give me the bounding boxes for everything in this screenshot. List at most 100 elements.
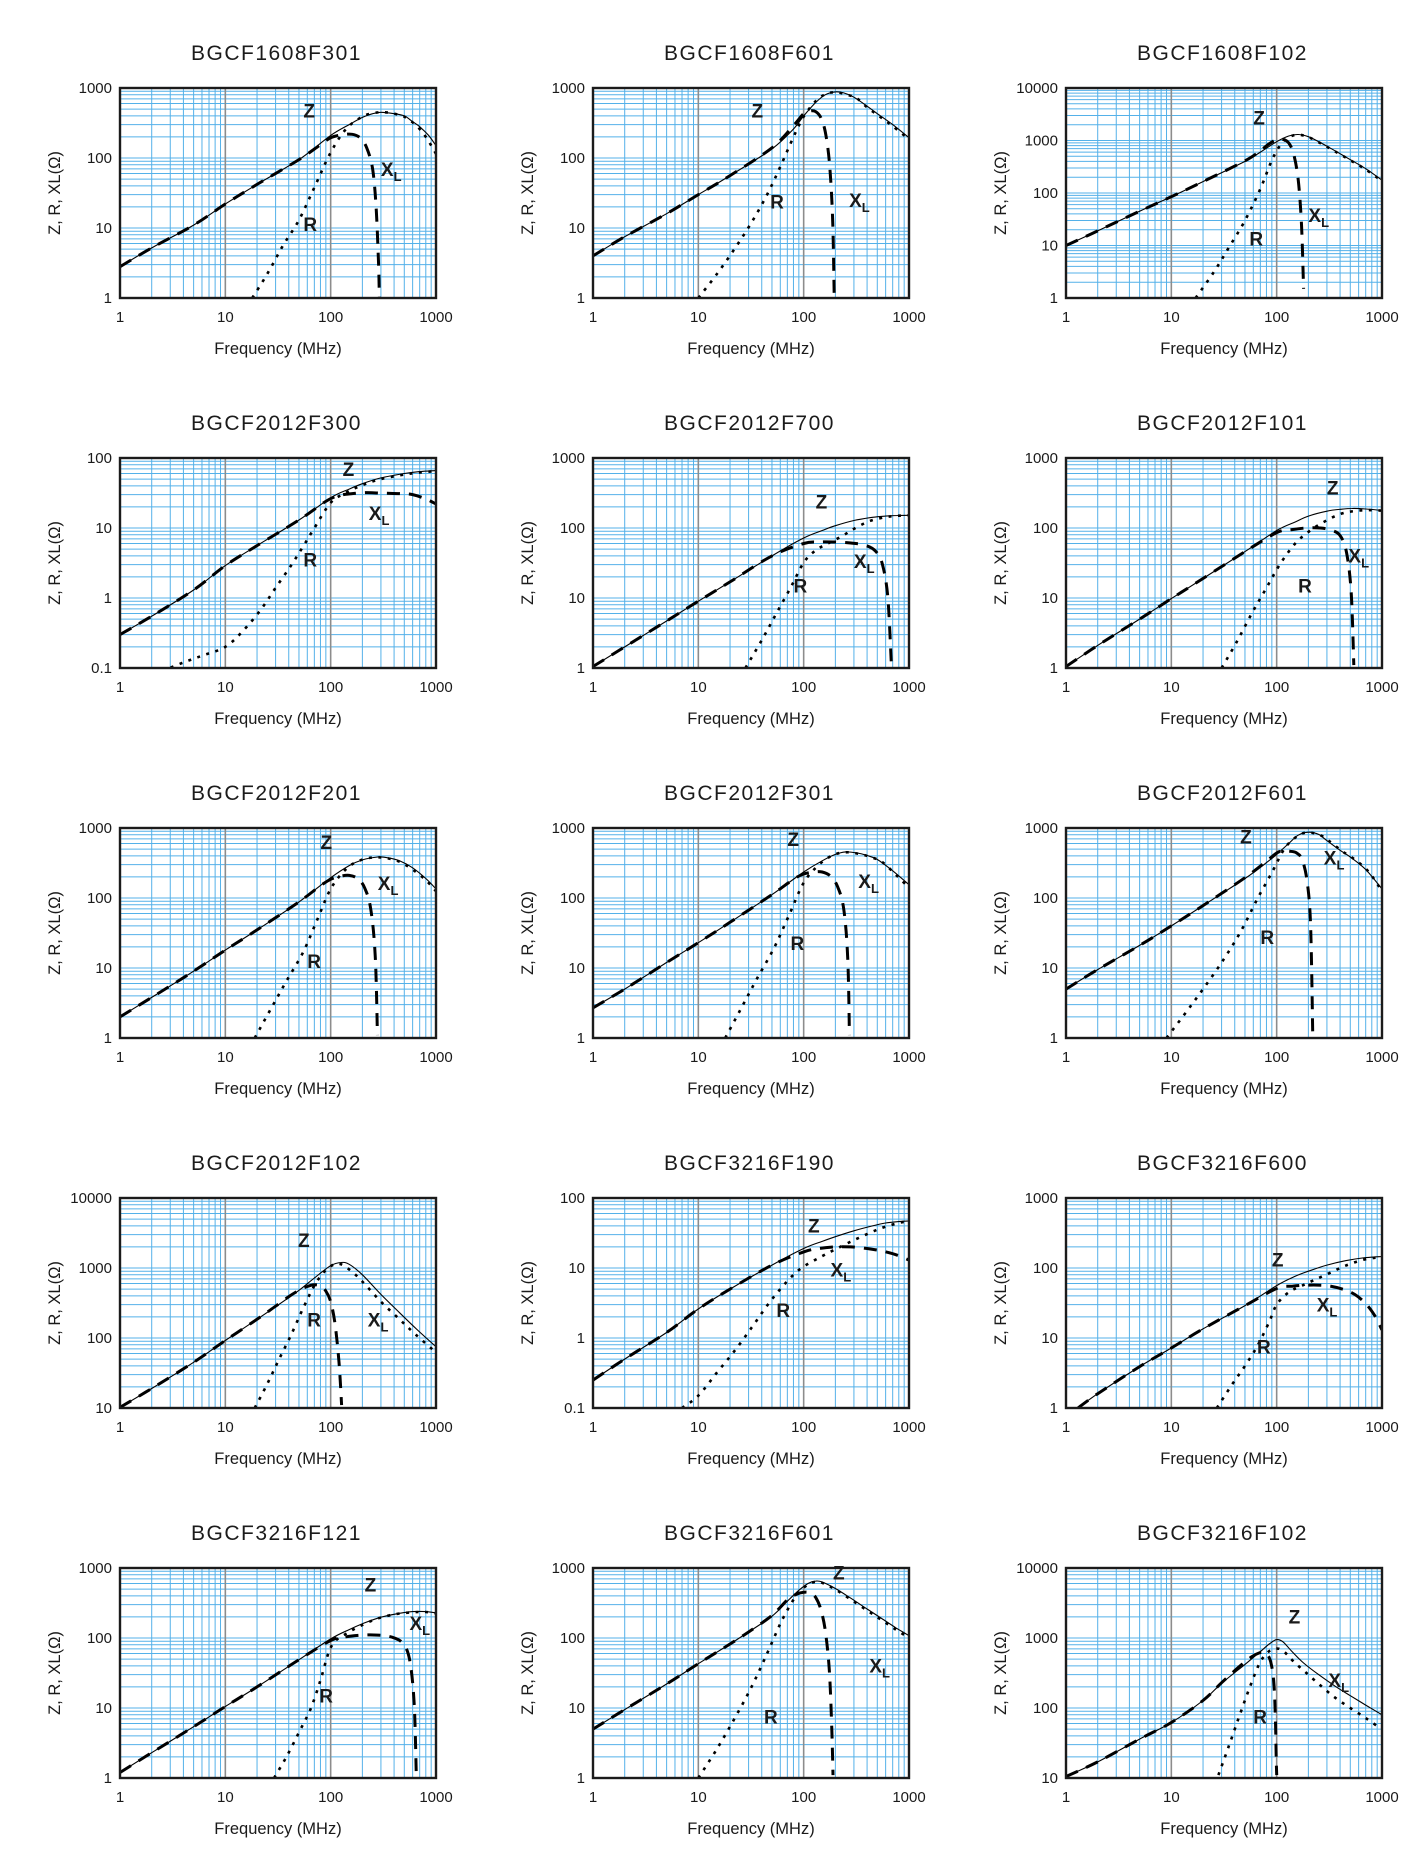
grid-lines bbox=[593, 828, 909, 1038]
x-tick-label: 100 bbox=[1264, 679, 1289, 696]
curve-labels: Z R XL bbox=[303, 101, 401, 236]
x-axis-label: Frequency (MHz) bbox=[687, 710, 814, 728]
y-tick-label: 1 bbox=[577, 1330, 585, 1347]
curve-XL bbox=[120, 132, 381, 298]
curve-label-XL: XL bbox=[409, 1614, 430, 1638]
chart-title: BGCF3216F600 bbox=[1137, 1152, 1308, 1175]
decade-lines bbox=[224, 1568, 332, 1778]
chart-card: BGCF1608F102 Z R XL 1 10 100 1000 10000 1 10 100 10… bbox=[986, 22, 1399, 360]
chart-title: BGCF1608F301 bbox=[191, 42, 362, 65]
y-tick-label: 10 bbox=[568, 220, 585, 237]
y-tick-label: 1000 bbox=[552, 80, 585, 97]
y-axis-ticks: 1 10 100 1000 bbox=[79, 80, 112, 307]
x-tick-label: 1 bbox=[589, 309, 597, 326]
y-tick-label: 1000 bbox=[1025, 133, 1058, 150]
x-axis-label: Frequency (MHz) bbox=[214, 1080, 341, 1098]
curves bbox=[120, 1610, 436, 1778]
curve-label-XL: XL bbox=[369, 504, 390, 528]
curve-labels: Z R XL bbox=[298, 1231, 388, 1335]
y-axis-ticks: 10 100 1000 10000 bbox=[1016, 1560, 1058, 1787]
y-tick-label: 100 bbox=[560, 520, 585, 537]
curve-label-XL: XL bbox=[858, 872, 879, 896]
y-axis-ticks: 0.1 1 10 100 bbox=[560, 1190, 585, 1417]
y-tick-label: 10 bbox=[95, 960, 112, 977]
curve-R bbox=[1165, 831, 1382, 1038]
x-tick-label: 1000 bbox=[892, 1789, 925, 1806]
y-axis-ticks: 1 10 100 1000 bbox=[552, 450, 585, 677]
chart-title: BGCF3216F102 bbox=[1137, 1522, 1308, 1545]
y-axis-ticks: 1 10 100 1000 10000 bbox=[1016, 80, 1058, 307]
x-tick-label: 100 bbox=[318, 1049, 343, 1066]
curve-label-R: R bbox=[303, 551, 317, 572]
grid-lines bbox=[120, 88, 436, 298]
curve-label-Z: Z bbox=[1272, 1251, 1284, 1272]
curve-R bbox=[724, 850, 909, 1038]
curve-label-Z: Z bbox=[816, 492, 828, 513]
y-tick-label: 100 bbox=[560, 890, 585, 907]
y-tick-label: 10 bbox=[1041, 1330, 1058, 1347]
curve-R bbox=[697, 90, 909, 298]
curve-XL bbox=[593, 870, 851, 1036]
chart-card: BGCF1608F601 Z R XL 1 10 100 1000 1 10 100 1000 Fre… bbox=[513, 22, 926, 360]
curve-label-Z: Z bbox=[1253, 109, 1265, 130]
x-tick-label: 100 bbox=[318, 1789, 343, 1806]
chart-plot: Z R XL 1 10 100 1000 10000 1 10 100 1000 Frequency (… bbox=[992, 80, 1399, 358]
x-tick-label: 10 bbox=[1163, 679, 1180, 696]
grid-lines bbox=[593, 1198, 909, 1408]
curve-label-Z: Z bbox=[343, 460, 355, 481]
x-tick-label: 1 bbox=[589, 1789, 597, 1806]
y-tick-label: 10 bbox=[1041, 960, 1058, 977]
curves bbox=[120, 110, 436, 298]
y-tick-label: 1000 bbox=[1025, 450, 1058, 467]
chart-plot: Z R XL 1 10 100 1000 1 10 100 1000 Frequency (MHz) Z… bbox=[992, 820, 1399, 1098]
y-axis-ticks: 1 10 100 1000 bbox=[552, 820, 585, 1047]
curve-labels: Z R XL bbox=[776, 1217, 851, 1322]
plot-frame bbox=[118, 826, 438, 1040]
y-axis-ticks: 1 10 100 1000 bbox=[1025, 1190, 1058, 1417]
grid-lines bbox=[593, 1568, 909, 1778]
curve-labels: Z R XL bbox=[793, 492, 874, 597]
x-axis-ticks: 1 10 100 1000 bbox=[1062, 1419, 1399, 1436]
curve-R bbox=[697, 1580, 909, 1778]
x-tick-label: 100 bbox=[791, 309, 816, 326]
x-axis-label: Frequency (MHz) bbox=[687, 1820, 814, 1838]
x-tick-label: 10 bbox=[1163, 309, 1180, 326]
x-tick-label: 100 bbox=[791, 1789, 816, 1806]
curve-label-Z: Z bbox=[1240, 828, 1252, 849]
y-tick-label: 10 bbox=[95, 520, 112, 537]
chart-card: BGCF2012F700 Z R XL 1 10 100 1000 1 10 100 1000 Fre… bbox=[513, 392, 926, 730]
x-tick-label: 1 bbox=[116, 1049, 124, 1066]
plot-frame bbox=[118, 1566, 438, 1780]
curve-XL bbox=[120, 873, 379, 1036]
y-axis-label: Z, R, XL(Ω) bbox=[519, 521, 537, 605]
curve-label-XL: XL bbox=[378, 874, 399, 898]
y-axis-ticks: 1 10 100 1000 bbox=[552, 80, 585, 307]
curve-label-XL: XL bbox=[1308, 206, 1329, 230]
curve-label-R: R bbox=[307, 952, 321, 973]
curve-R bbox=[1220, 508, 1382, 668]
y-tick-label: 100 bbox=[1033, 520, 1058, 537]
y-tick-label: 1000 bbox=[79, 1260, 112, 1277]
x-axis-ticks: 1 10 100 1000 bbox=[116, 1419, 453, 1436]
curve-label-XL: XL bbox=[854, 552, 875, 576]
curve-R bbox=[253, 856, 436, 1038]
x-tick-label: 100 bbox=[791, 1419, 816, 1436]
chart-title: BGCF1608F601 bbox=[664, 42, 835, 65]
x-tick-label: 10 bbox=[1163, 1789, 1180, 1806]
decade-lines bbox=[1170, 458, 1278, 668]
decade-lines bbox=[1170, 1198, 1278, 1408]
y-axis-label: Z, R, XL(Ω) bbox=[992, 151, 1010, 235]
decade-lines bbox=[1170, 1568, 1278, 1778]
curve-label-Z: Z bbox=[1327, 479, 1339, 500]
x-axis-label: Frequency (MHz) bbox=[214, 1450, 341, 1468]
y-tick-label: 1 bbox=[104, 1030, 112, 1047]
chart-plot: Z R XL 1 10 100 1000 1 10 100 1000 Frequency (MHz) Z… bbox=[46, 1560, 453, 1838]
x-axis-label: Frequency (MHz) bbox=[1160, 1080, 1287, 1098]
curve-XL bbox=[593, 540, 893, 668]
chart-title: BGCF1608F102 bbox=[1137, 42, 1308, 65]
x-tick-label: 100 bbox=[318, 309, 343, 326]
decade-lines bbox=[697, 1198, 805, 1408]
chart-plot: Z R XL 1 10 100 1000 1 10 100 1000 Frequency (MHz) Z… bbox=[46, 80, 453, 358]
x-tick-label: 1000 bbox=[419, 1049, 452, 1066]
